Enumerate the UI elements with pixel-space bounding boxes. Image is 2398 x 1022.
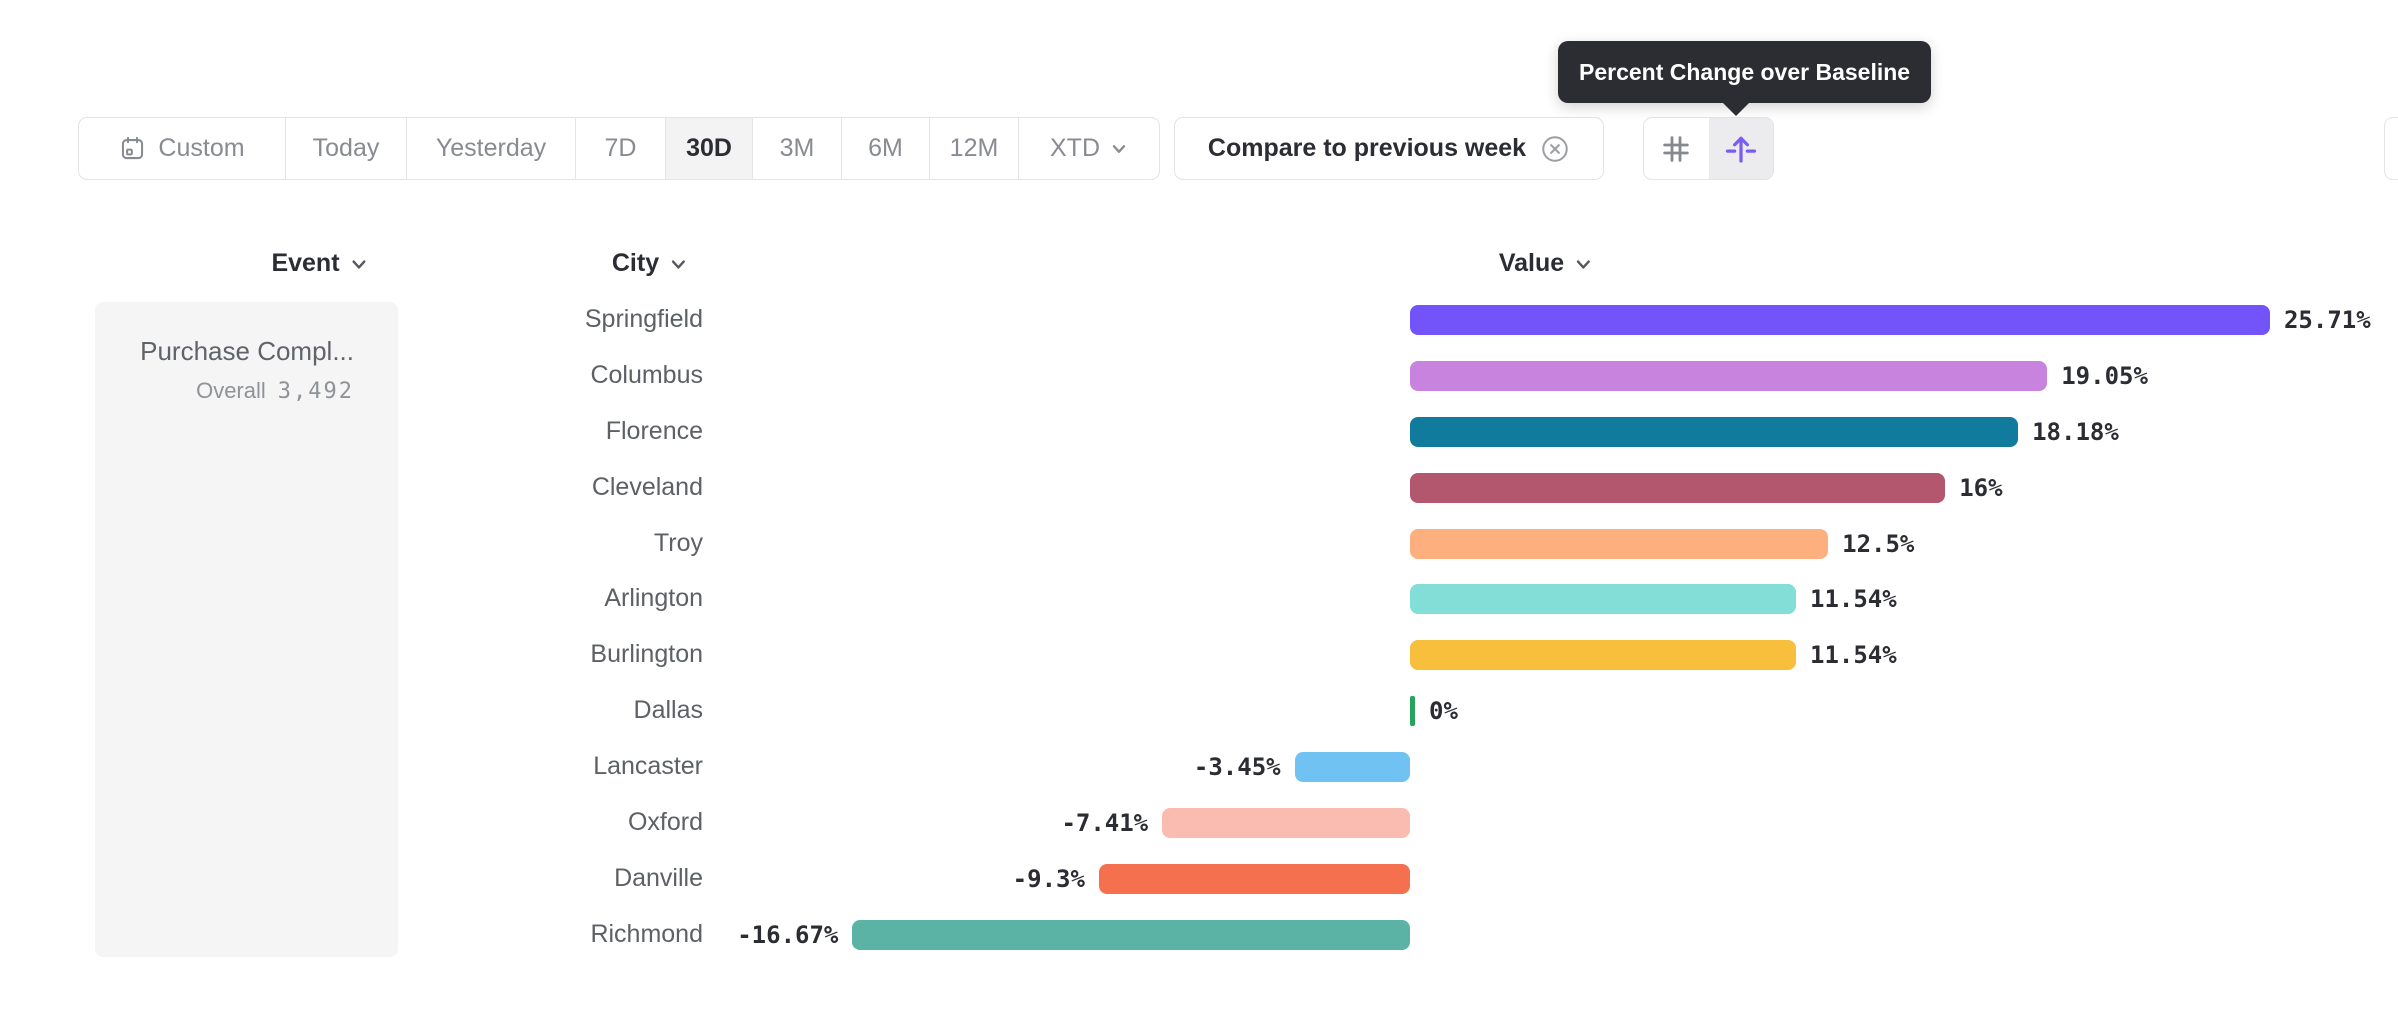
chart-row: Springfield 25.71%: [0, 292, 2398, 348]
bar[interactable]: [1098, 863, 1410, 894]
column-header-event[interactable]: Event: [271, 245, 368, 281]
date-range-7d[interactable]: 7D: [575, 118, 665, 179]
date-range-xtd[interactable]: XTD: [1018, 118, 1159, 179]
chart-row: Danville -9.3%: [0, 851, 2398, 907]
date-range-label: 12M: [949, 134, 999, 162]
toolbar: Custom Today Yesterday 7D 30D 3M 6M 12M …: [0, 117, 2398, 180]
compare-label: Compare to previous week: [1207, 134, 1527, 162]
lift-view-button[interactable]: [1708, 118, 1773, 179]
bar[interactable]: [1162, 808, 1410, 839]
clipped-toolbar-button: [2384, 117, 2398, 180]
chevron-down-icon: [350, 255, 369, 274]
date-range-label: Today: [312, 134, 380, 162]
overall-label: Overall: [196, 378, 266, 403]
chart-row: Oxford -7.41%: [0, 795, 2398, 851]
chart-row: Dallas 0%: [0, 683, 2398, 739]
city-label: Columbus: [590, 360, 703, 389]
value-label: 12.5%: [1842, 529, 1915, 558]
value-label: 25.71%: [2283, 306, 2371, 334]
date-range-custom[interactable]: Custom: [79, 118, 285, 179]
date-range-label: 7D: [604, 134, 637, 162]
event-overall-row: Overall 3,492: [95, 378, 354, 404]
date-range-label: 3M: [779, 134, 815, 162]
grid-view-button[interactable]: [1644, 118, 1709, 179]
bar[interactable]: [852, 919, 1410, 950]
value-label: -9.3%: [1012, 864, 1085, 893]
value-label: -7.41%: [1061, 809, 1149, 838]
grid-icon: [1660, 133, 1692, 165]
date-range-label: XTD: [1050, 134, 1100, 162]
date-range-label: Custom: [158, 134, 245, 162]
bar[interactable]: [1410, 360, 2048, 391]
value-label: 11.54%: [1810, 641, 1897, 670]
bar[interactable]: [1410, 472, 1946, 503]
chart-row: Arlington 11.54%: [0, 571, 2398, 627]
value-label: 0%: [1429, 697, 1458, 726]
chart-row: Florence 18.18%: [0, 404, 2398, 460]
chart-row: Columbus 19.05%: [0, 348, 2398, 404]
date-range-yesterday[interactable]: Yesterday: [406, 118, 575, 179]
city-label: Richmond: [590, 919, 703, 948]
date-range-6m[interactable]: 6M: [841, 118, 929, 179]
value-label: 16%: [1959, 473, 2003, 502]
city-label: Cleveland: [591, 472, 703, 501]
city-label: Springfield: [584, 305, 703, 333]
date-range-label: 6M: [868, 134, 903, 162]
date-range-picker: Custom Today Yesterday 7D 30D 3M 6M 12M …: [78, 117, 1160, 180]
chevron-down-icon: [1110, 140, 1128, 158]
city-label: Lancaster: [593, 752, 703, 781]
value-label: -16.67%: [737, 920, 839, 949]
chart-view-toggle: [1643, 117, 1774, 180]
city-label: Troy: [653, 528, 703, 557]
event-card[interactable]: Purchase Compl... Overall 3,492: [95, 302, 398, 957]
bar[interactable]: [1410, 416, 2019, 447]
city-label: Florence: [605, 416, 703, 445]
date-range-3m[interactable]: 3M: [752, 118, 841, 179]
bar[interactable]: [1410, 696, 1415, 727]
chart-row: Cleveland 16%: [0, 460, 2398, 516]
city-label: Danville: [614, 863, 703, 892]
bar[interactable]: [1410, 528, 1829, 559]
chart-row: Richmond -16.67%: [0, 907, 2398, 963]
city-label: Burlington: [590, 640, 703, 669]
column-label: City: [611, 248, 660, 277]
value-label: 19.05%: [2061, 361, 2148, 390]
city-label: Dallas: [633, 696, 703, 725]
bar[interactable]: [1410, 305, 2270, 335]
event-name: Purchase Compl...: [140, 336, 354, 366]
circle-x-icon[interactable]: [1540, 134, 1570, 164]
bar[interactable]: [1410, 640, 1796, 671]
value-label: 11.54%: [1810, 585, 1897, 614]
bar[interactable]: [1294, 752, 1410, 783]
chevron-down-icon: [669, 255, 688, 274]
date-range-label: 30D: [686, 134, 732, 162]
city-label: Arlington: [604, 584, 703, 613]
chevron-down-icon: [1574, 255, 1593, 274]
overall-value: 3,492: [277, 379, 354, 404]
chart-row: Lancaster -3.45%: [0, 739, 2398, 795]
compare-to-previous-week-button[interactable]: Compare to previous week: [1174, 117, 1604, 180]
tooltip-text: Percent Change over Baseline: [1579, 59, 1911, 85]
column-label: Value: [1498, 248, 1565, 277]
chart-rows: Springfield 25.71% Columbus 19.05% Florence 1…: [0, 292, 2398, 963]
column-label: Event: [271, 248, 340, 277]
chart-row: Troy 12.5%: [0, 516, 2398, 572]
value-label: 18.18%: [2032, 417, 2119, 446]
date-range-today[interactable]: Today: [285, 118, 406, 179]
lift-arrow-icon: [1724, 132, 1758, 166]
column-header-value[interactable]: Value: [1499, 245, 1593, 281]
value-label: -3.45%: [1193, 753, 1281, 782]
bar[interactable]: [1410, 584, 1796, 615]
date-range-12m[interactable]: 12M: [929, 118, 1018, 179]
date-range-label: Yesterday: [435, 134, 547, 162]
column-header-city[interactable]: City: [612, 245, 688, 281]
date-range-30d[interactable]: 30D: [665, 118, 752, 179]
city-label: Oxford: [627, 808, 703, 837]
chart-row: Burlington 11.54%: [0, 627, 2398, 683]
calendar-icon: [119, 135, 146, 162]
chart-type-tooltip: Percent Change over Baseline: [1558, 41, 1932, 116]
